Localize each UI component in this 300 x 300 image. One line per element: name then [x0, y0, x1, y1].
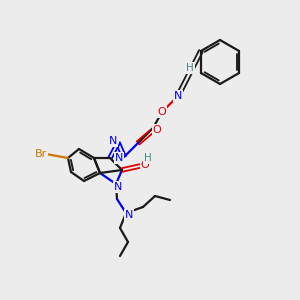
Text: O: O	[141, 160, 149, 170]
Text: N: N	[125, 210, 133, 220]
Text: N: N	[174, 91, 182, 101]
Text: N: N	[115, 153, 123, 163]
Text: H: H	[144, 153, 152, 163]
Text: N: N	[109, 136, 117, 146]
Text: N: N	[114, 182, 122, 192]
Text: Br: Br	[35, 149, 47, 159]
Text: H: H	[186, 63, 194, 73]
Text: O: O	[158, 107, 166, 117]
Text: O: O	[153, 125, 161, 135]
